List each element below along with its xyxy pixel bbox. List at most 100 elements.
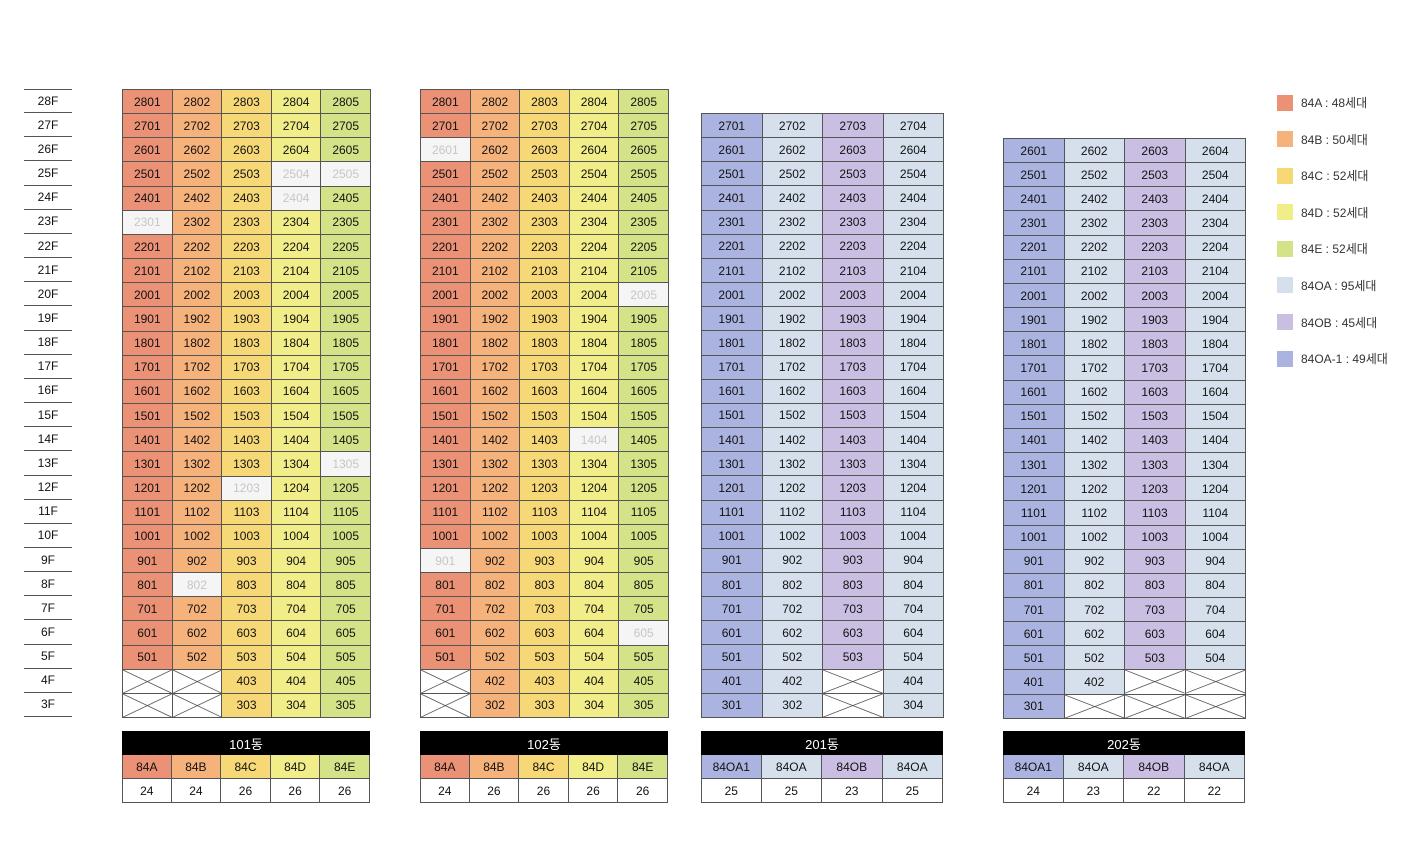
unit-cell: 1004 (883, 524, 944, 549)
unit-cell: 1601 (702, 379, 763, 404)
unit-cell: 1804 (883, 331, 944, 356)
unit-cell: 1703 (823, 355, 884, 380)
legend-swatch (1277, 131, 1293, 148)
building-201-grid: 2701 2702 2703 2704 2601 2602 2603 2604 2501 2502… (701, 113, 944, 718)
unit-cell: 1201 (123, 476, 173, 501)
type-label: 84E (320, 755, 370, 779)
unit-cell: 2704 (883, 114, 944, 139)
unit-count: 26 (221, 779, 271, 803)
unit-cell: 805 (321, 573, 371, 598)
unit-cell: 1402 (470, 428, 521, 453)
type-label: 84A (122, 755, 172, 779)
unit-count: 26 (469, 779, 520, 803)
floor-row: 2501 2502 2503 2504 2505 (123, 162, 371, 187)
unit-cell: 602 (470, 621, 521, 646)
unit-cell: 1103 (520, 500, 570, 525)
unit-cell: 2205 (321, 234, 371, 260)
floor-row: 1901 1902 1903 1904 (1004, 308, 1246, 333)
floor-row: 1701 1702 1703 1704 1705 (421, 355, 669, 380)
unit-cell: 1305 (321, 452, 371, 477)
unit-cell: 2505 (619, 162, 669, 187)
unit-cell: 605 (619, 621, 669, 646)
unit-cell: 604 (1185, 622, 1246, 647)
unit-cell: 1403 (1125, 428, 1186, 454)
unit-cell: 2301 (421, 210, 471, 235)
floor-label: 6F (24, 620, 72, 645)
floor-row: 601 602 603 604 (702, 621, 944, 646)
floor-row: 701 702 703 704 (1004, 597, 1246, 623)
unit-cell: 1604 (271, 379, 322, 405)
unit-cell: 1702 (470, 355, 521, 380)
unit-cell: 403 (520, 669, 570, 694)
unit-cell: 404 (883, 669, 944, 694)
no-unit-cross-icon (823, 693, 883, 717)
unit-cell: 903 (823, 548, 884, 573)
floor-row: 901 902 903 904 905 (123, 548, 371, 574)
unit-cell: 2101 (123, 259, 173, 284)
unit-cell: 1502 (470, 404, 521, 429)
unit-cell: 1101 (421, 500, 471, 525)
unit-cell: 2502 (172, 162, 223, 187)
floor-row: 1801 1802 1803 1804 1805 (421, 331, 669, 356)
count-row: 24 26 26 26 26 (420, 779, 668, 803)
unit-cell: 504 (569, 645, 620, 670)
unit-cell: 904 (1185, 549, 1246, 574)
no-unit-cross-icon (823, 669, 883, 693)
unit-cell: 702 (470, 597, 521, 622)
no-unit-cross-icon (172, 693, 222, 718)
unit-cell: 2701 (123, 114, 173, 139)
unit-cell: 1901 (421, 307, 471, 332)
unit-cell: 1204 (271, 476, 322, 501)
unit-cell: 1105 (321, 500, 371, 525)
unit-cell: 1704 (569, 355, 620, 380)
unit-cell: 902 (470, 548, 521, 574)
unit-cell: 2801 (421, 90, 471, 115)
floor-row: 2201 2202 2203 2204 2205 (421, 234, 669, 260)
unit-grid: 2701 2702 2703 2704 2601 2602 2603 2604 2501 2502… (701, 113, 944, 718)
unit-cell: 2404 (1185, 187, 1246, 212)
unit-cell: 2104 (883, 258, 944, 284)
unit-cell: 505 (321, 645, 371, 670)
unit-cell: 2205 (619, 234, 669, 260)
unit-cell: 2201 (1004, 235, 1065, 260)
no-unit-cell (1064, 694, 1125, 719)
building-102-grid: 2801 2802 2803 2804 2805 2701 2702 2703 2704 2705… (420, 89, 669, 719)
unit-cell: 2004 (1185, 283, 1246, 309)
unit-cell: 704 (271, 597, 322, 622)
unit-cell: 701 (702, 597, 763, 622)
unit-cell: 2502 (470, 162, 521, 187)
unit-cell: 2004 (883, 283, 944, 308)
unit-cell: 2203 (1125, 235, 1186, 260)
unit-cell: 2701 (421, 114, 471, 139)
unit-cell: 2201 (421, 234, 471, 260)
unit-cell: 504 (883, 645, 944, 670)
unit-cell: 704 (883, 597, 944, 622)
floor-row: 1101 1102 1103 1104 1105 (123, 500, 371, 525)
unit-cell: 1003 (520, 524, 570, 549)
unit-cell: 1503 (1125, 404, 1186, 429)
floor-row: 2001 2002 2003 2004 2005 (421, 283, 669, 308)
unit-cell: 1004 (569, 524, 620, 549)
unit-cell: 1501 (421, 404, 471, 429)
unit-cell: 501 (421, 645, 471, 670)
unit-cell: 402 (470, 669, 521, 694)
unit-cell: 1404 (271, 428, 322, 453)
unit-cell: 903 (1125, 549, 1186, 574)
unit-count: 26 (519, 779, 569, 803)
unit-cell: 1704 (883, 355, 944, 380)
unit-cell: 1705 (321, 355, 371, 380)
floor-row: 801 802 803 804 (1004, 573, 1246, 598)
unit-cell: 902 (762, 548, 823, 573)
unit-cell: 2501 (1004, 163, 1065, 188)
unit-cell: 1105 (619, 500, 669, 525)
unit-cell: 1201 (702, 476, 763, 501)
unit-cell: 705 (321, 597, 371, 622)
unit-cell: 1203 (222, 476, 272, 501)
type-label: 84OA (1184, 755, 1245, 779)
unit-cell: 2004 (271, 283, 322, 308)
unit-cell: 1101 (702, 500, 763, 525)
unit-cell: 801 (421, 573, 471, 598)
unit-cell: 2801 (123, 90, 173, 115)
type-label: 84C (221, 755, 271, 779)
unit-cell: 2604 (883, 138, 944, 163)
